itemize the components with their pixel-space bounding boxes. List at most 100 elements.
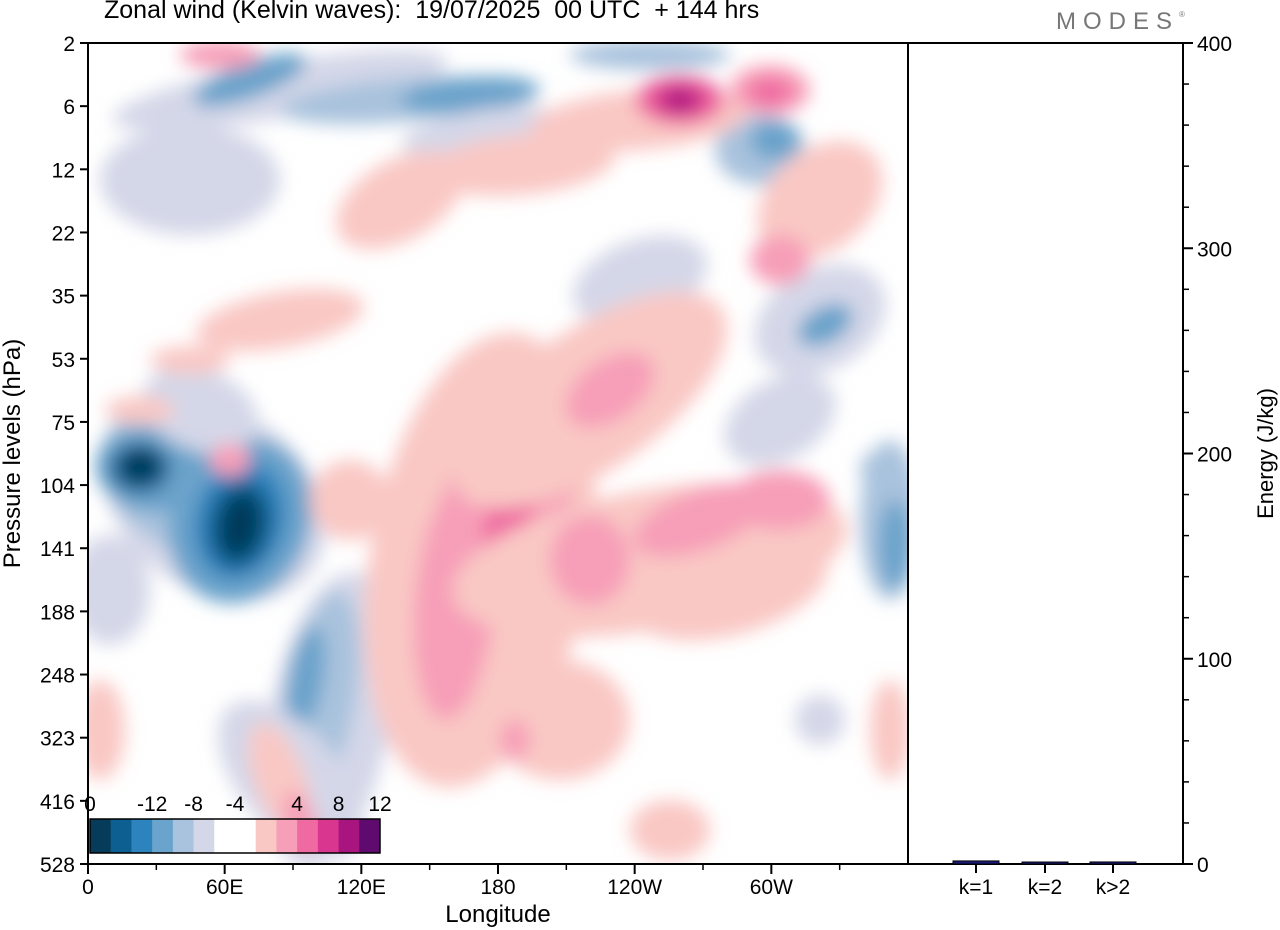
energy-category-label: k=2 — [1028, 876, 1062, 899]
x-tick-label: 120E — [337, 876, 386, 899]
colorbar-swatch — [297, 819, 319, 853]
x-tick-label: 0 — [82, 876, 94, 899]
contour-region — [757, 140, 883, 260]
contour-region — [284, 625, 326, 735]
contour-region — [860, 450, 900, 490]
colorbar-swatch — [214, 819, 236, 853]
x-tick-label: 60W — [750, 876, 793, 899]
y-tick-label: 2 — [63, 33, 75, 56]
energy-tick-label: 100 — [1197, 649, 1232, 672]
y-tick-label: 22 — [52, 222, 75, 245]
contour-region — [748, 78, 792, 106]
energy-tick-label: 300 — [1197, 238, 1232, 261]
contour-region — [630, 800, 710, 860]
contour-region — [797, 303, 853, 347]
colorbar-label: -4 — [226, 793, 245, 816]
colorbar-swatch — [110, 819, 132, 853]
colorbar-swatch — [131, 819, 153, 853]
y-tick-label: 528 — [40, 854, 75, 877]
energy-category-label: k=1 — [959, 876, 993, 899]
colorbar-swatch — [317, 819, 340, 853]
energy-category-label: k>2 — [1096, 876, 1130, 899]
y-tick-label: 104 — [40, 475, 75, 498]
colorbar-label: 0 — [84, 793, 96, 816]
energy-axis-label: Energy (J/kg) — [1253, 388, 1278, 519]
contour-region — [88, 680, 125, 780]
contour-region — [401, 105, 559, 155]
energy-tick-label: 200 — [1197, 444, 1232, 467]
colorbar-label: -12 — [137, 793, 167, 816]
y-tick-label: 188 — [40, 601, 75, 624]
y-axis-label: Pressure levels (hPa) — [0, 339, 26, 568]
x-tick-label: 120W — [607, 876, 662, 899]
contour-region — [88, 535, 150, 645]
contour-region — [879, 500, 908, 590]
modes-logo: MODES® — [1056, 8, 1185, 35]
colorbar-swatch — [90, 819, 112, 853]
colorbar-label: 8 — [333, 793, 345, 816]
contour-region — [795, 695, 845, 745]
contour-region — [425, 133, 615, 197]
contour-region — [550, 515, 630, 605]
energy-axes: 0 100 200 300 400 Energy (J/kg) k=1 k=2 k>2 — [907, 33, 1278, 899]
colorbar-label: 12 — [368, 793, 391, 816]
colorbar-swatch — [235, 819, 257, 853]
contour-region — [105, 396, 175, 424]
contour-region — [490, 660, 630, 780]
energy-bar-3 — [1089, 861, 1137, 865]
contour-region — [150, 346, 230, 374]
y-tick-label: 6 — [63, 96, 75, 119]
contour-region — [730, 470, 830, 530]
chart-title: Zonal wind (Kelvin waves): 19/07/2025 00… — [104, 0, 760, 24]
contour-region — [112, 49, 448, 131]
contour-region — [500, 720, 530, 760]
colorbar-swatch — [255, 819, 277, 853]
colorbar-frame — [89, 818, 381, 854]
colorbar-swatch — [359, 819, 381, 853]
x-tick-label: 180 — [480, 876, 515, 899]
contour-region — [870, 680, 908, 780]
colorbar-swatch — [152, 819, 174, 853]
x-axis-label: Longitude — [445, 901, 550, 928]
y-tick-label: 75 — [52, 412, 75, 435]
contour-region — [210, 444, 250, 476]
contour-region — [219, 493, 261, 557]
energy-bar-1 — [952, 860, 1000, 865]
contour-region — [570, 43, 730, 70]
y-tick-label: 416 — [40, 791, 75, 814]
contour-region — [632, 539, 828, 641]
energy-tick-label: 400 — [1197, 33, 1232, 56]
contour-region — [141, 367, 259, 453]
field-shading — [88, 43, 908, 864]
y-tick-label: 141 — [40, 538, 75, 561]
colorbar-swatch — [338, 819, 360, 853]
energy-tick-label: 0 — [1197, 854, 1209, 877]
contour-region — [724, 374, 836, 466]
y-tick-label: 53 — [52, 349, 75, 372]
y-tick-label: 35 — [52, 286, 75, 309]
contour-region — [750, 235, 810, 285]
colorbar-swatch — [172, 819, 195, 853]
contour-region — [565, 352, 655, 428]
contour-region — [193, 53, 307, 107]
contour-region — [750, 120, 800, 160]
colorbar-label: 4 — [291, 793, 303, 816]
colorbar: -12 -8 -4 0 4 8 12 — [84, 793, 392, 854]
colorbar-swatch — [276, 819, 298, 853]
energy-bar-2 — [1021, 861, 1069, 865]
contour-region — [100, 125, 280, 235]
y-tick-label: 12 — [52, 159, 75, 182]
colorbar-swatch — [193, 819, 215, 853]
contour-region — [180, 43, 260, 69]
y-tick-label: 248 — [40, 665, 75, 688]
contour-region — [122, 450, 158, 482]
contour-region — [310, 460, 390, 540]
x-tick-label: 60E — [206, 876, 243, 899]
contour-region — [400, 76, 540, 114]
contour-map — [88, 43, 908, 864]
colorbar-label: -8 — [184, 793, 203, 816]
contour-region — [196, 288, 364, 352]
y-tick-label: 323 — [40, 728, 75, 751]
hovmoller-axes: 2 6 12 22 35 53 75 104 141 188 248 323 416 528 Pressur… — [0, 33, 909, 928]
